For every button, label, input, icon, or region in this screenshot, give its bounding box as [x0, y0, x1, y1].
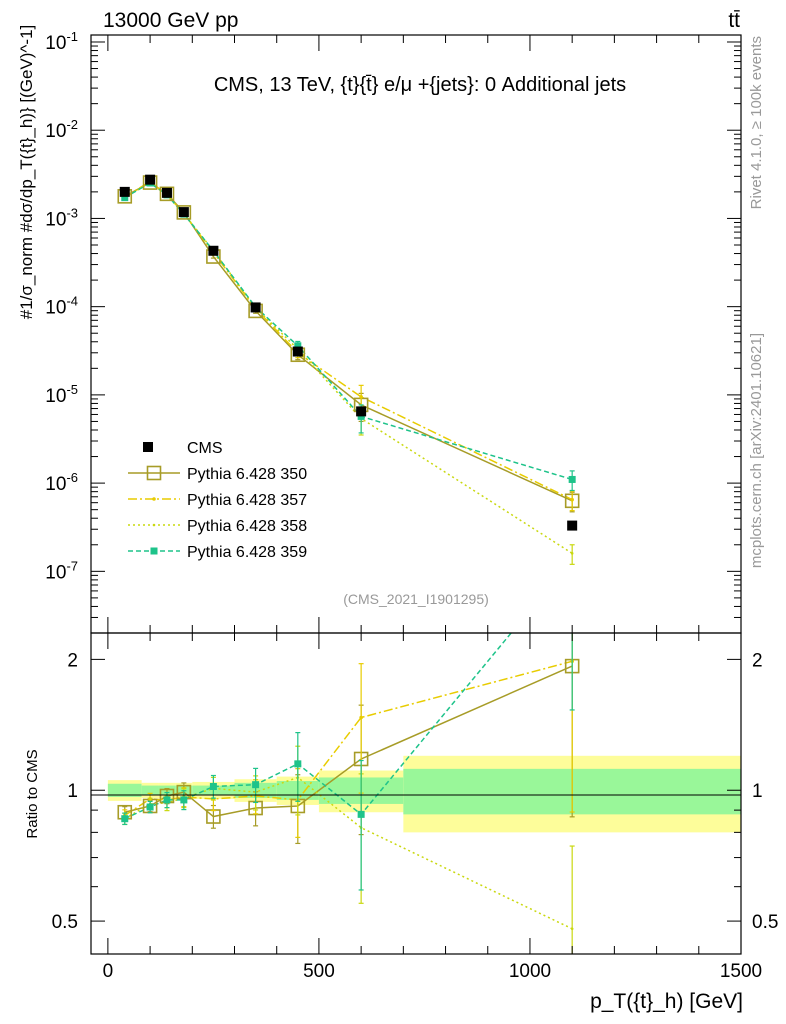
main-marker-cms	[292, 346, 303, 357]
ratio-marker-pythia-6.428-359	[180, 796, 188, 804]
ratio-y-tick-label-left: 1	[67, 781, 78, 802]
ratio-y-tick-label-right: 0.5	[752, 912, 778, 933]
ratio-y-tick-label-right: 2	[752, 650, 763, 671]
legend-marker-cms	[143, 442, 153, 452]
main-marker-pythia-6.428-350	[176, 205, 192, 220]
main-marker-cms	[178, 207, 189, 218]
ratio-marker-pythia-6.428-359	[357, 810, 365, 818]
axis-tick-labels: 10-7 10-6 10-5 10-4 10-3 10-2 10-1 0.5 0.5 1 1 2 2 0 5…	[45, 29, 778, 982]
x-tick-label: 1500	[720, 961, 762, 982]
x-tick-label: 500	[303, 961, 335, 982]
ratio-band-inner	[141, 785, 159, 796]
side-rivet-label: Rivet 4.1.0, ≥ 100k events	[748, 36, 765, 209]
ratio-panel-frame	[90, 632, 742, 955]
ratio-marker-pythia-6.428-359	[163, 796, 171, 804]
ratio-panel-lines	[124, 633, 573, 930]
ratio-series-line-pythia-6.428-359	[124, 633, 513, 820]
main-y-tick-label: 10-2	[45, 117, 78, 142]
main-marker-pythia-6.428-359	[568, 475, 576, 483]
ratio-marker-pythia-6.428-359	[121, 815, 129, 823]
main-y-tick-label: 10-3	[45, 205, 78, 230]
process-label: tt̄	[728, 9, 740, 32]
ratio-marker-pythia-6.428-359	[252, 781, 260, 789]
main-marker-pythia-6.428-357	[359, 395, 363, 399]
main-marker-pythia-6.428-359	[294, 342, 302, 350]
ratio-marker-pythia-6.428-357	[359, 715, 363, 720]
legend-label-pythia-6.428-350: Pythia 6.428 350	[187, 466, 307, 483]
legend-label-pythia-6.428-358: Pythia 6.428 358	[187, 518, 307, 535]
ratio-marker-pythia-6.428-358	[570, 927, 574, 931]
main-y-tick-label: 10-1	[45, 29, 78, 54]
x-axis-label: p_T({t}_h) [GeV]	[590, 990, 743, 1013]
main-y-tick-label: 10-4	[45, 294, 78, 319]
main-marker-cms	[567, 520, 578, 531]
main-y-axis-label: #1/σ_norm #dσ/dp_T({t}_h)} [(GeV)^-1]	[17, 25, 36, 320]
ratio-band-inner	[107, 783, 142, 797]
main-marker-pythia-6.428-350	[159, 186, 175, 202]
main-marker-cms	[208, 245, 219, 256]
main-marker-pythia-6.428-358	[570, 552, 574, 555]
ratio-y-tick-label-left: 2	[67, 650, 78, 671]
legend: CMS Pythia 6.428 350 Pythia 6.428 357 Pythi…	[128, 440, 307, 561]
ratio-marker-pythia-6.428-359	[146, 803, 154, 811]
ratio-uncertainty-bands	[107, 755, 741, 833]
legend-marker-pythia-6.428-357	[152, 497, 156, 501]
energy-label: 13000 GeV pp	[103, 9, 238, 32]
main-y-tick-label: 10-6	[45, 470, 78, 495]
x-tick-label: 0	[103, 961, 114, 982]
ratio-y-axis-label: Ratio to CMS	[24, 749, 41, 838]
legend-marker-pythia-6.428-350	[146, 465, 162, 481]
ratio-y-tick-label-right: 1	[752, 781, 763, 802]
main-marker-pythia-6.428-359	[357, 412, 365, 420]
plot-title: CMS, 13 TeV, {t}{t̄} e/μ +{jets}: 0 Addi…	[214, 74, 626, 96]
ratio-y-tick-label-left: 0.5	[52, 912, 78, 933]
ratio-series-line-pythia-6.428-358	[124, 776, 573, 930]
legend-label-cms: CMS	[187, 440, 223, 457]
side-mcplots-label: mcplots.cern.ch [arXiv:2401.10621]	[748, 333, 765, 568]
analysis-id: (CMS_2021_I1901295)	[343, 591, 489, 607]
x-tick-label: 1000	[509, 961, 551, 982]
ratio-marker-pythia-6.428-359	[294, 760, 302, 768]
main-marker-cms	[145, 174, 156, 185]
main-y-tick-label: 10-7	[45, 558, 78, 583]
main-marker-cms	[119, 186, 130, 197]
main-series-line-pythia-6.428-359	[124, 182, 573, 481]
legend-label-pythia-6.428-357: Pythia 6.428 357	[187, 492, 307, 509]
legend-marker-pythia-6.428-358	[152, 523, 156, 527]
legend-label-pythia-6.428-359: Pythia 6.428 359	[187, 544, 307, 561]
ratio-marker-pythia-6.428-359	[209, 782, 217, 790]
main-marker-cms	[250, 302, 261, 313]
main-panel-markers	[117, 174, 580, 565]
axes-ticks	[91, 35, 742, 954]
legend-marker-pythia-6.428-359	[150, 547, 158, 555]
main-y-tick-label: 10-5	[45, 382, 78, 407]
main-marker-pythia-6.428-357	[570, 497, 574, 502]
main-marker-cms	[356, 406, 367, 417]
main-marker-pythia-6.428-359	[121, 194, 129, 202]
main-marker-cms	[161, 187, 172, 198]
